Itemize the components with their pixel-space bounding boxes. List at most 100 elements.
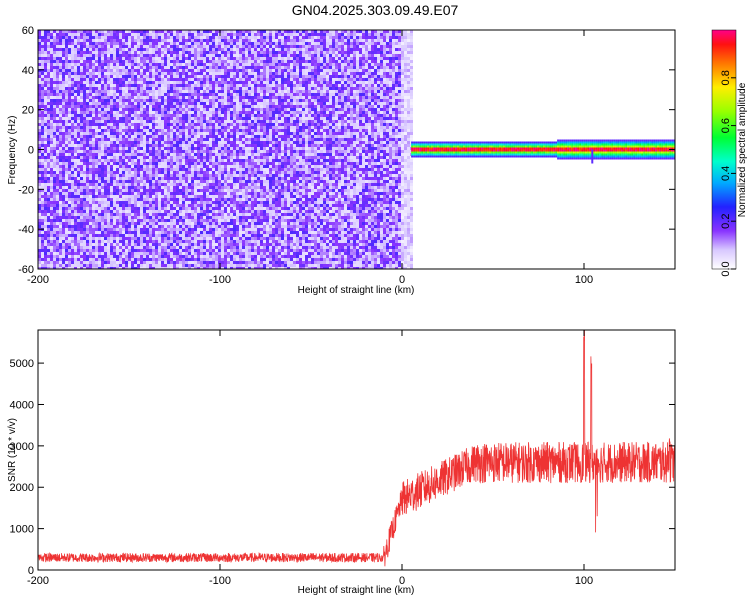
heatmap-cell xyxy=(80,171,83,174)
heatmap-cell xyxy=(110,222,113,225)
heatmap-cell xyxy=(65,42,68,45)
heatmap-cell xyxy=(164,96,167,99)
heatmap-cell xyxy=(143,126,146,129)
heatmap-cell xyxy=(155,102,158,105)
heatmap-cell xyxy=(104,42,107,45)
heatmap-cell xyxy=(101,252,104,255)
heatmap-cell xyxy=(140,177,143,180)
heatmap-cell xyxy=(116,216,119,219)
heatmap-cell xyxy=(188,216,191,219)
heatmap-cell xyxy=(131,93,134,96)
heatmap-cell xyxy=(50,201,53,204)
heatmap-cell xyxy=(209,108,212,111)
heatmap-cell xyxy=(71,252,74,255)
heatmap-cell xyxy=(170,195,173,198)
heatmap-cell xyxy=(161,39,164,42)
heatmap-cell xyxy=(224,33,227,36)
heatmap-cell xyxy=(110,153,113,156)
heatmap-cell xyxy=(149,54,152,57)
heatmap-cell xyxy=(191,204,194,207)
heatmap-cell xyxy=(188,189,191,192)
heatmap-cell xyxy=(185,252,188,255)
heatmap-cell xyxy=(110,162,113,165)
heatmap-cell xyxy=(197,66,200,69)
heatmap-cell xyxy=(191,117,194,120)
heatmap-cell xyxy=(161,75,164,78)
heatmap-cell xyxy=(125,177,128,180)
heatmap-cell xyxy=(44,222,47,225)
heatmap-cell xyxy=(158,201,161,204)
heatmap-cell xyxy=(119,54,122,57)
heatmap-cell xyxy=(167,120,170,123)
heatmap-cell xyxy=(62,147,65,150)
heatmap-cell xyxy=(89,54,92,57)
heatmap-cell xyxy=(212,168,215,171)
heatmap-cell xyxy=(134,174,137,177)
heatmap-cell xyxy=(188,225,191,228)
heatmap-cell xyxy=(119,225,122,228)
heatmap-cell xyxy=(59,243,62,246)
heatmap-cell xyxy=(164,144,167,147)
heatmap-cell xyxy=(128,174,131,177)
heatmap-cell xyxy=(212,153,215,156)
heatmap-cell xyxy=(200,240,203,243)
heatmap-cell xyxy=(86,216,89,219)
heatmap-cell xyxy=(158,165,161,168)
heatmap-cell xyxy=(77,159,80,162)
heatmap-cell xyxy=(95,144,98,147)
heatmap-cell xyxy=(137,105,140,108)
heatmap-cell xyxy=(86,39,89,42)
heatmap-cell xyxy=(101,264,104,267)
heatmap-cell xyxy=(224,66,227,69)
heatmap-cell xyxy=(113,258,116,261)
heatmap-cell xyxy=(128,258,131,261)
heatmap-cell xyxy=(101,39,104,42)
heatmap-cell xyxy=(95,210,98,213)
heatmap-cell xyxy=(56,54,59,57)
heatmap-cell xyxy=(113,132,116,135)
heatmap-cell xyxy=(185,261,188,264)
heatmap-cell xyxy=(197,132,200,135)
heatmap-cell xyxy=(185,42,188,45)
heatmap-cell xyxy=(197,156,200,159)
heatmap-cell xyxy=(125,132,128,135)
heatmap-cell xyxy=(140,147,143,150)
heatmap-cell xyxy=(176,165,179,168)
heatmap-cell xyxy=(206,69,209,72)
heatmap-cell xyxy=(206,243,209,246)
heatmap-cell xyxy=(152,153,155,156)
heatmap-cell xyxy=(152,69,155,72)
heatmap-cell xyxy=(125,30,128,33)
heatmap-cell xyxy=(89,75,92,78)
heatmap-cell xyxy=(176,39,179,42)
heatmap-cell xyxy=(131,111,134,114)
heatmap-cell xyxy=(65,267,68,269)
heatmap-cell xyxy=(161,264,164,267)
heatmap-cell xyxy=(83,57,86,60)
heatmap-cell xyxy=(38,84,41,87)
heatmap-cell xyxy=(194,216,197,219)
heatmap-cell xyxy=(185,57,188,60)
heatmap-cell xyxy=(212,138,215,141)
heatmap-cell xyxy=(50,144,53,147)
heatmap-cell xyxy=(131,72,134,75)
heatmap-cell xyxy=(161,138,164,141)
heatmap-cell xyxy=(224,132,227,135)
heatmap-cell xyxy=(98,255,101,258)
heatmap-cell xyxy=(59,33,62,36)
heatmap-cell xyxy=(137,264,140,267)
heatmap-cell xyxy=(179,57,182,60)
heatmap-cell xyxy=(116,114,119,117)
heatmap-cell xyxy=(137,258,140,261)
heatmap-cell xyxy=(170,102,173,105)
heatmap-cell xyxy=(191,75,194,78)
heatmap-cell xyxy=(143,228,146,231)
heatmap-cell xyxy=(146,60,149,63)
heatmap-cell xyxy=(47,84,50,87)
heatmap-cell xyxy=(80,123,83,126)
heatmap-cell xyxy=(182,144,185,147)
heatmap-cell xyxy=(125,267,128,269)
heatmap-cell xyxy=(161,96,164,99)
heatmap-cell xyxy=(119,90,122,93)
heatmap-cell xyxy=(98,231,101,234)
